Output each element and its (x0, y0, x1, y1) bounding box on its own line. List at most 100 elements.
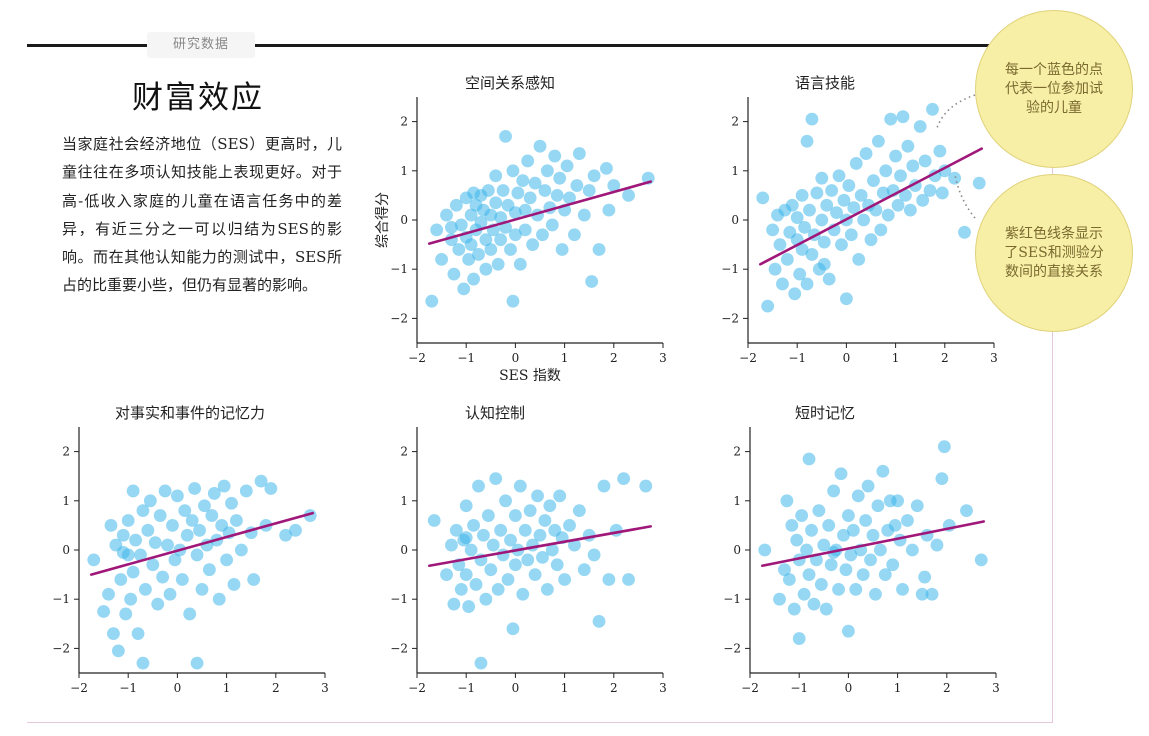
data-point (486, 538, 500, 552)
data-point (205, 509, 219, 522)
data-point (851, 489, 865, 503)
y-tick-label: −1 (723, 592, 741, 606)
y-tick-label: 0 (62, 543, 70, 557)
data-point (518, 223, 532, 237)
y-tick-label: 1 (731, 164, 739, 178)
data-point (494, 233, 508, 247)
data-point (107, 627, 120, 641)
data-point (798, 220, 811, 234)
data-point (121, 514, 135, 527)
data-point (958, 225, 971, 239)
x-tick-label: 0 (512, 351, 520, 365)
data-point (445, 538, 458, 552)
data-point (859, 147, 873, 160)
data-point (430, 223, 444, 237)
x-tick-label: 0 (174, 681, 182, 695)
data-point (479, 592, 493, 606)
dots-annotation-bubble: 每一个蓝色的点代表一位参加试验的儿童 (975, 10, 1133, 168)
y-tick-label: −1 (390, 262, 408, 276)
data-point (528, 176, 542, 190)
data-point (553, 171, 567, 185)
data-point (289, 523, 302, 537)
y-tick-label: 2 (400, 115, 408, 129)
data-point (577, 208, 591, 222)
data-point (913, 120, 927, 133)
data-point (550, 558, 564, 572)
data-point (842, 624, 855, 638)
data-point (871, 134, 885, 148)
data-point (918, 570, 932, 584)
data-point (846, 523, 860, 537)
data-point (935, 472, 949, 486)
data-point (279, 528, 293, 542)
chart-panel: −2 −1 0 1 2 3 −2 −1 0 1 2 认知控制 (390, 404, 667, 695)
x-tick-label: −2 (741, 681, 759, 695)
data-point (824, 558, 838, 572)
data-point (491, 582, 505, 596)
data-point (812, 504, 826, 518)
data-point (477, 528, 490, 542)
data-point (550, 189, 564, 202)
data-point (484, 563, 498, 577)
data-point (803, 203, 816, 217)
x-tick-label: 2 (943, 681, 951, 695)
chart-title: 认知控制 (465, 404, 525, 422)
data-point (896, 110, 910, 124)
data-point (864, 553, 877, 567)
data-point (923, 184, 937, 197)
data-point (97, 605, 110, 618)
data-point (247, 573, 261, 586)
data-point (513, 257, 527, 271)
data-point (570, 179, 584, 192)
data-point (937, 440, 951, 454)
data-point (582, 184, 596, 197)
chart-panel: −2 −1 0 1 2 3 −2 −1 0 1 2 对事实和事件的记忆力 (52, 404, 329, 695)
data-point (427, 514, 441, 527)
y-tick-label: 0 (731, 213, 739, 227)
data-point (856, 568, 870, 581)
data-point (785, 198, 799, 212)
data-point (785, 519, 799, 532)
data-point (148, 536, 162, 550)
data-point (925, 587, 939, 601)
data-point (622, 189, 635, 202)
data-point (960, 504, 973, 518)
data-point (891, 494, 904, 508)
y-tick-label: 1 (400, 494, 408, 508)
y-tick-label: 2 (733, 445, 741, 459)
data-point (435, 252, 448, 266)
data-point (587, 169, 601, 183)
data-point (844, 228, 858, 242)
data-points (425, 129, 655, 308)
data-point (780, 252, 794, 266)
y-tick-label: 2 (62, 445, 70, 459)
data-point (822, 519, 836, 532)
y-tick-label: 1 (400, 164, 408, 178)
data-point (501, 573, 515, 586)
data-point (116, 546, 130, 559)
y-tick-label: 2 (400, 445, 408, 459)
data-point (607, 179, 621, 192)
data-point (568, 538, 581, 552)
data-point (906, 159, 920, 173)
data-point (879, 164, 893, 178)
data-point (592, 614, 606, 628)
data-point (869, 587, 882, 601)
data-point (489, 169, 503, 183)
dots-annotation-text: 每一个蓝色的点代表一位参加试验的儿童 (1005, 61, 1103, 116)
chart-title: 对事实和事件的记忆力 (115, 404, 265, 422)
data-point (175, 573, 189, 586)
data-point (494, 523, 508, 537)
data-point (867, 174, 880, 188)
data-point (558, 573, 571, 586)
x-tick-label: −1 (788, 351, 806, 365)
line-annotation-text: 紫红色线条显示了SES和测验分数间的直接关系 (1004, 225, 1104, 280)
data-point (217, 479, 231, 493)
data-point (844, 548, 858, 562)
x-tick-label: 0 (843, 351, 851, 365)
data-point (523, 504, 537, 518)
data-point (805, 112, 819, 126)
data-point (464, 543, 478, 557)
regression-line (90, 511, 315, 576)
data-point (886, 558, 900, 572)
